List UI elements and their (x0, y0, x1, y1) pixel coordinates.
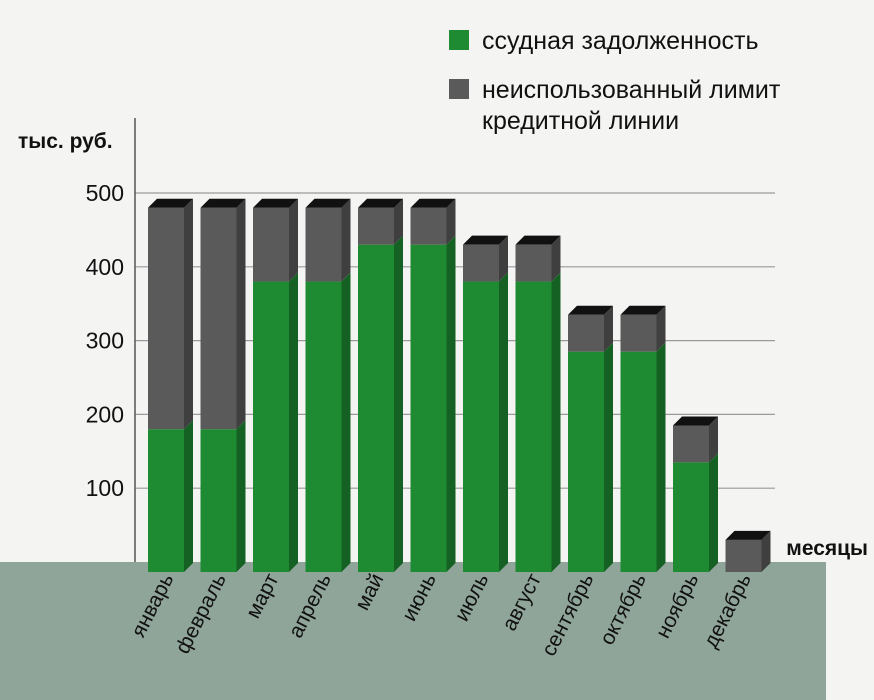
bar-side (709, 416, 718, 463)
bar-segment (620, 314, 657, 352)
bar-top (568, 305, 613, 315)
bar-segment (200, 429, 237, 572)
bar-side (289, 198, 298, 282)
bar-side (656, 305, 666, 352)
legend-label: кредитной линии (482, 107, 679, 135)
bar-segment (673, 462, 709, 572)
legend-swatch (449, 30, 469, 50)
legend-label: ссудная задолженность (482, 27, 758, 55)
bar-top (673, 416, 718, 426)
bar-side (656, 342, 666, 572)
bar-segment (148, 207, 184, 430)
bar-segment (358, 244, 394, 572)
bar-segment (253, 281, 289, 572)
y-tick-label: 200 (86, 401, 124, 427)
bar-top (200, 198, 246, 208)
floor-band (0, 562, 826, 700)
y-tick-label: 100 (86, 475, 124, 501)
bar-top (253, 198, 298, 208)
bar-side (394, 198, 403, 245)
y-tick-label: 400 (86, 254, 124, 280)
bar-top (148, 198, 193, 208)
bar-side (551, 235, 561, 282)
bar-segment (410, 207, 447, 245)
bar-segment (200, 207, 237, 430)
bar-segment (410, 244, 447, 572)
bar-segment (463, 244, 499, 282)
bar-segment (253, 207, 289, 282)
bar-side (184, 420, 193, 572)
bar-side (236, 198, 246, 430)
bar-segment (463, 281, 499, 572)
bar-segment (305, 207, 342, 282)
bar-segment (305, 281, 342, 572)
bar-side (446, 198, 456, 245)
bar-top (410, 198, 456, 208)
bar-side (289, 272, 298, 572)
bar-segment (358, 207, 394, 245)
bar-top (725, 530, 771, 540)
bar-side (604, 305, 613, 352)
bar-side (184, 198, 193, 430)
bar-segment (568, 351, 604, 572)
bar-segment (673, 425, 709, 463)
bar-segment (620, 351, 657, 572)
bar-top (515, 235, 561, 245)
bar-side (499, 272, 508, 572)
bar-segment (515, 281, 552, 572)
x-axis-title: месяцы (786, 537, 868, 560)
y-axis-title: тыс. руб. (18, 130, 113, 153)
bar-top (620, 305, 666, 315)
legend-swatch (449, 79, 469, 99)
bar-top (358, 198, 403, 208)
bar-side (709, 453, 718, 572)
bar-top (463, 235, 508, 245)
bar-side (761, 530, 771, 572)
bar-side (446, 235, 456, 572)
bar-side (499, 235, 508, 282)
bar-top (305, 198, 351, 208)
bar-segment (568, 314, 604, 352)
bar-side (604, 342, 613, 572)
bar-segment (148, 429, 184, 572)
bar-segment (515, 244, 552, 282)
legend-label: неиспользованный лимит (482, 76, 781, 104)
bar-side (236, 420, 246, 572)
y-tick-label: 500 (86, 180, 124, 206)
bar-segment (725, 539, 762, 572)
bar-side (341, 198, 351, 282)
bar-side (394, 235, 403, 572)
bar-side (551, 272, 561, 572)
y-tick-label: 300 (86, 328, 124, 354)
bar-side (341, 272, 351, 572)
